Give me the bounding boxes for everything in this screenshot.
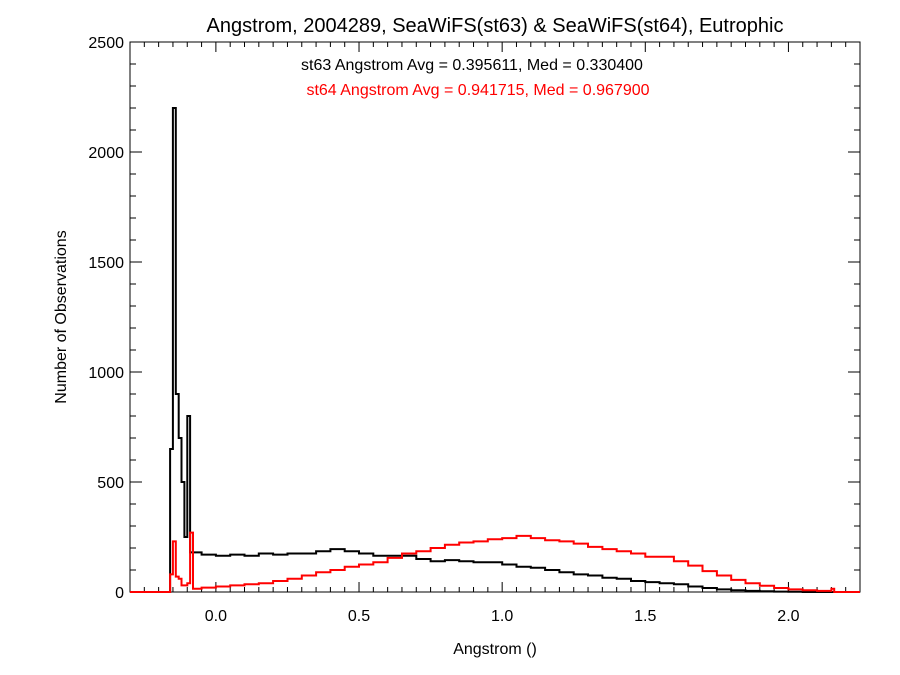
x-axis-label: Angstrom (): [453, 641, 537, 658]
chart-title: Angstrom, 2004289, SeaWiFS(st63) & SeaWi…: [207, 15, 784, 37]
y-tick-label: 500: [97, 475, 124, 492]
y-tick-label: 1500: [88, 255, 124, 272]
x-tick-label: 1.5: [634, 608, 656, 625]
x-tick-label: 1.0: [491, 608, 513, 625]
legend-entry-st63: st63 Angstrom Avg = 0.395611, Med = 0.33…: [301, 57, 643, 74]
plot-frame: [129, 41, 861, 593]
y-tick-label: 2000: [88, 145, 124, 162]
y-axis-label: Number of Observations: [53, 230, 70, 403]
y-axis-ticks: 0 500 1000 1500 2000 2500: [88, 35, 860, 602]
legend-entry-st64: st64 Angstrom Avg = 0.941715, Med = 0.96…: [306, 82, 649, 99]
x-tick-label: 2.0: [777, 608, 799, 625]
series-st64-line: [130, 531, 860, 593]
y-tick-label: 0: [115, 585, 124, 602]
x-tick-label: 0.5: [348, 608, 370, 625]
x-tick-label: 0.0: [205, 608, 227, 625]
series-st63-line: [130, 107, 860, 593]
series-layer: [130, 107, 860, 593]
y-tick-label: 1000: [88, 365, 124, 382]
x-axis-ticks: 0.0 0.5 1.0 1.5 2.0: [143, 42, 861, 625]
y-tick-label: 2500: [88, 35, 124, 52]
